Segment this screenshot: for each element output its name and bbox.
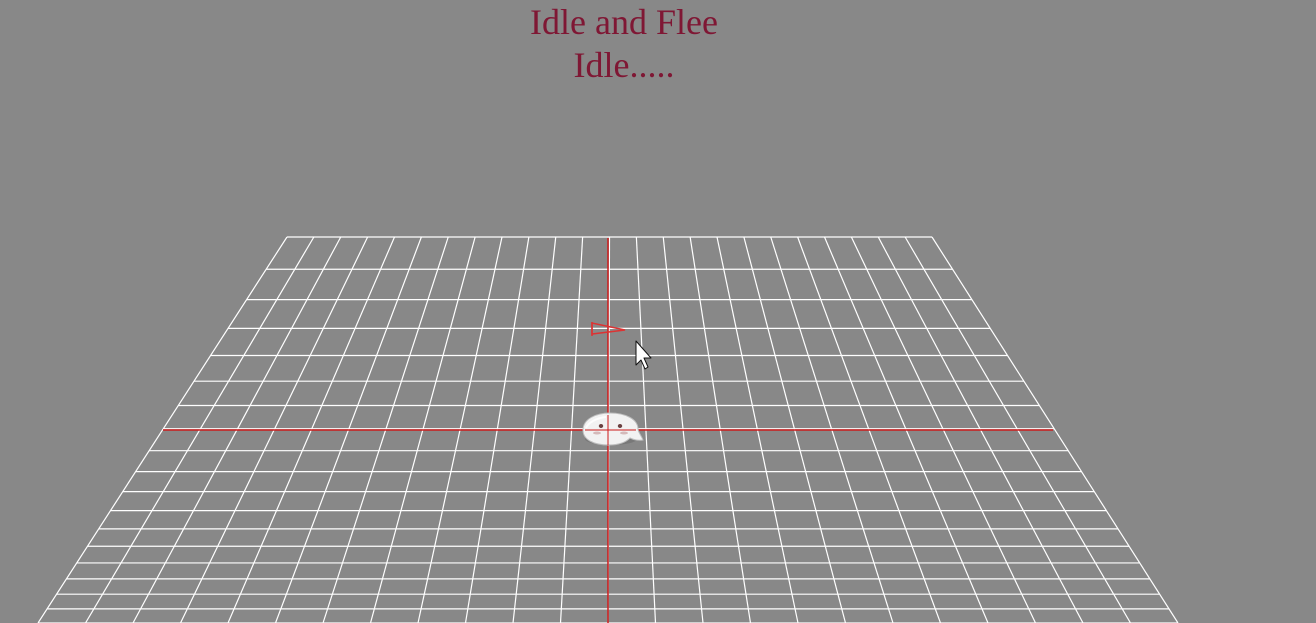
flag-target-icon (591, 322, 626, 336)
scene-title: Idle and Flee (530, 2, 718, 42)
ghost-agent-icon[interactable] (582, 412, 644, 446)
state-status: Idle..... (573, 45, 675, 85)
grid-column-line (37, 236, 288, 623)
grid-column-line (931, 236, 1179, 623)
mouse-pointer-icon (635, 340, 652, 370)
